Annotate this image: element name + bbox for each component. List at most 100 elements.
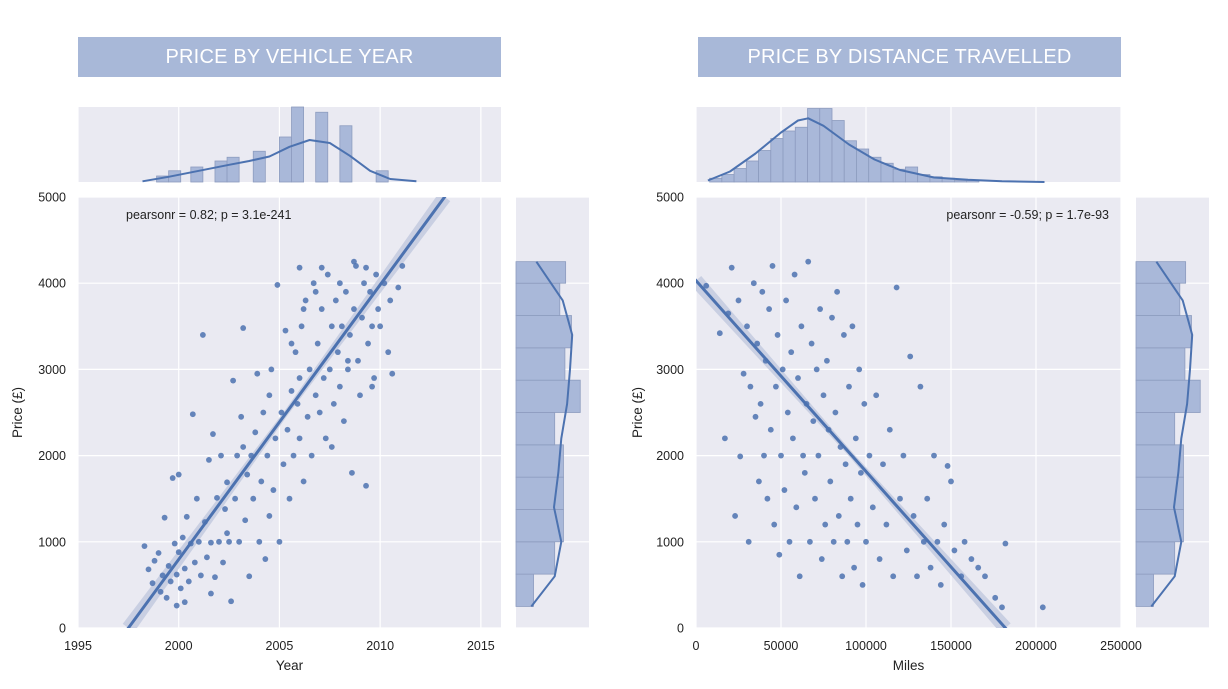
year-data-point (373, 271, 380, 278)
year-data-point (218, 452, 224, 459)
miles-y-tick-label: 5000 (656, 191, 684, 205)
year-data-point (240, 444, 247, 450)
year-data-point (387, 297, 394, 304)
year-data-point (363, 482, 369, 489)
miles-top-hist-bar (721, 174, 735, 183)
year-data-point (282, 327, 289, 334)
year-data-point (228, 598, 234, 605)
miles-data-point (883, 521, 890, 528)
miles-right-hist-bar (1135, 412, 1176, 446)
miles-data-point (914, 573, 920, 580)
miles-data-point (934, 538, 941, 545)
miles-data-point (900, 452, 907, 459)
year-data-point (266, 513, 273, 519)
miles-data-point (766, 306, 772, 312)
miles-x-tick-label: 50000 (764, 639, 799, 653)
miles-data-point (801, 469, 808, 476)
year-data-point (264, 452, 271, 459)
miles-data-point (722, 435, 728, 442)
miles-top-hist-bar (745, 160, 759, 183)
year-regression-line (126, 197, 447, 628)
year-data-point (286, 495, 293, 502)
year-data-point (308, 452, 315, 459)
year-data-point (266, 392, 273, 399)
miles-data-point (829, 314, 835, 321)
miles-data-point (832, 409, 839, 416)
miles-data-point (849, 323, 856, 330)
year-data-point (336, 280, 343, 287)
miles-data-point (876, 556, 883, 562)
year-data-point (230, 377, 237, 384)
year-data-point (260, 409, 267, 416)
miles-pearsonr-annotation: pearsonr = -0.59; p = 1.7e-93 (946, 208, 1109, 222)
year-data-point (141, 543, 148, 550)
year-data-point (173, 571, 180, 578)
miles-y-tick-label: 0 (677, 622, 684, 636)
miles-data-point (820, 392, 827, 399)
year-data-point (191, 559, 198, 566)
miles-data-point (910, 513, 917, 519)
miles-data-point (776, 551, 783, 558)
year-data-point (167, 578, 174, 585)
year-data-point (193, 495, 200, 502)
miles-right-hist-bar (1135, 541, 1176, 575)
year-data-point (189, 411, 196, 418)
miles-data-point (903, 547, 910, 554)
miles-top-hist-bar (782, 130, 796, 183)
miles-right-hist-bar (1135, 444, 1184, 478)
year-right-hist-bar (515, 412, 556, 446)
year-y-axis-label: Price (£) (10, 387, 25, 438)
year-data-point (236, 538, 243, 545)
miles-data-point (817, 306, 823, 312)
miles-right-hist-bar (1135, 315, 1192, 349)
miles-x-tick-label: 0 (693, 639, 700, 653)
year-data-point (336, 383, 343, 390)
miles-top-hist-bar (819, 108, 833, 183)
year-data-point (234, 452, 241, 459)
miles-top-hist-bar (794, 126, 808, 183)
year-data-point (357, 392, 363, 399)
year-y-tick-label: 4000 (38, 277, 66, 291)
year-data-point (181, 565, 188, 572)
year-data-point (347, 332, 353, 338)
miles-data-point (992, 594, 999, 601)
year-right-kde-curve (530, 261, 574, 608)
year-data-point (256, 538, 263, 545)
miles-data-point (982, 573, 988, 580)
miles-data-point (808, 340, 815, 347)
miles-data-point (745, 538, 752, 545)
year-data-point (326, 366, 333, 373)
year-data-point (296, 435, 303, 442)
miles-data-point (893, 284, 900, 291)
year-right-hist-bar (515, 282, 561, 316)
miles-data-point (854, 521, 861, 528)
year-data-point (334, 349, 341, 356)
miles-data-point (774, 332, 781, 338)
year-data-point (332, 297, 339, 304)
year-data-point (369, 383, 375, 390)
year-data-point (208, 590, 214, 597)
miles-y-tick-label: 3000 (656, 363, 684, 377)
year-data-point (296, 264, 303, 271)
miles-data-point (764, 495, 771, 502)
miles-data-point (793, 504, 800, 511)
year-data-point (349, 469, 355, 476)
miles-main-panel (696, 197, 1121, 628)
miles-data-point (728, 264, 735, 271)
miles-right-hist-bar (1135, 476, 1184, 510)
year-data-point (175, 549, 182, 556)
year-y-tick-label: 1000 (38, 535, 66, 549)
miles-y-tick-label: 4000 (656, 277, 684, 291)
year-top-hist-bar (315, 111, 329, 183)
miles-data-point (754, 340, 761, 347)
year-data-point (171, 540, 178, 547)
miles-regression-line (696, 278, 1008, 628)
year-data-point (302, 297, 309, 304)
year-data-point (324, 271, 331, 278)
year-top-hist-bar (190, 166, 204, 183)
year-data-point (177, 585, 184, 592)
miles-data-point (732, 513, 738, 519)
year-data-point (345, 366, 351, 373)
miles-data-point (824, 357, 830, 364)
miles-data-point (975, 564, 982, 571)
